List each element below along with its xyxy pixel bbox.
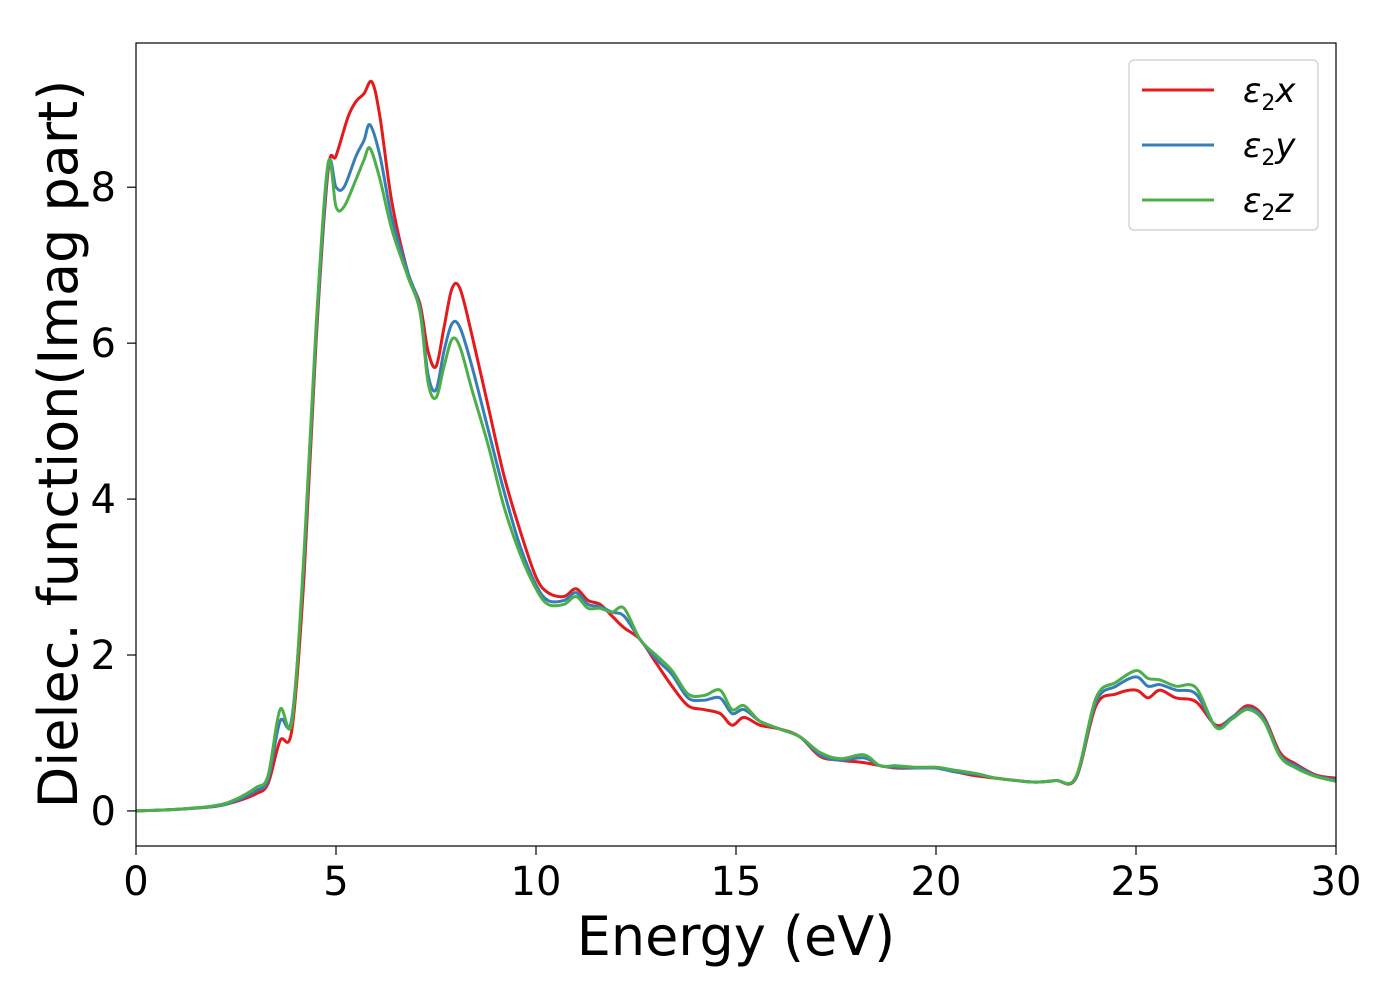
y-axis: 0 2 4 6 8	[91, 165, 136, 835]
y-tick-label: 4	[91, 477, 116, 523]
y-tick-label: 0	[91, 789, 116, 835]
y-tick-label: 6	[91, 321, 116, 367]
y-tick-label: 2	[91, 633, 116, 679]
x-tick-label: 25	[1111, 859, 1162, 905]
x-axis: 0 5 10 15 20 25 30	[123, 846, 1361, 905]
y-tick-label: 8	[91, 165, 116, 211]
x-tick-label: 10	[511, 859, 562, 905]
y-axis-title: Dielec. function(Imag part)	[27, 80, 90, 809]
x-tick-label: 5	[323, 859, 348, 905]
x-tick-label: 15	[711, 859, 762, 905]
x-axis-title: Energy (eV)	[577, 905, 896, 968]
x-tick-label: 0	[123, 859, 148, 905]
x-tick-label: 30	[1311, 859, 1362, 905]
x-tick-label: 20	[911, 859, 962, 905]
